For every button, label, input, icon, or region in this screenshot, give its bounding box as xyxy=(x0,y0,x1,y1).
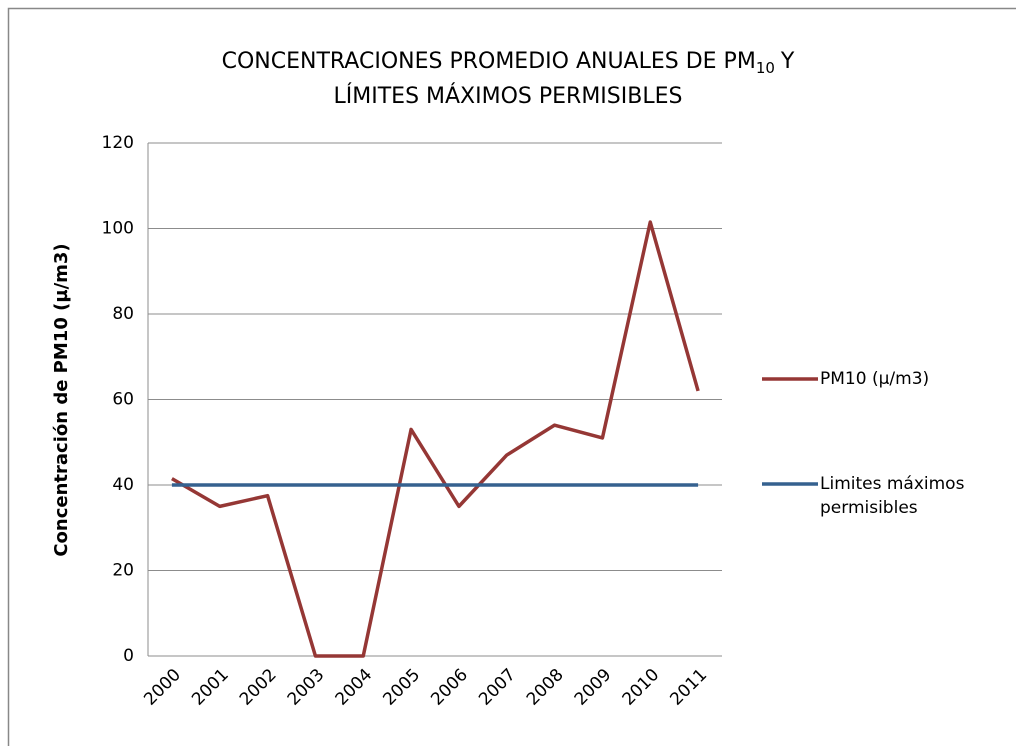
x-tick-label: 2000 xyxy=(140,665,185,710)
x-tick-label: 2006 xyxy=(427,665,472,710)
y-tick-label: 100 xyxy=(102,219,134,239)
y-tick-label: 0 xyxy=(123,646,134,666)
x-tick-label: 2007 xyxy=(475,665,520,710)
y-tick-label: 20 xyxy=(112,561,134,581)
x-tick-label: 2003 xyxy=(284,665,329,710)
x-tick-label: 2011 xyxy=(666,665,711,710)
y-tick-label: 120 xyxy=(102,133,134,153)
y-tick-label: 60 xyxy=(112,390,134,410)
y-axis-label: Concentración de PM10 (µ/m3) xyxy=(51,243,72,556)
x-tick-label: 2001 xyxy=(188,665,233,710)
chart-title: LÍMITES MÁXIMOS PERMISIBLES xyxy=(334,83,683,109)
chart-title: CONCENTRACIONES PROMEDIO ANUALES DE PM10… xyxy=(222,49,795,77)
x-tick-label: 2010 xyxy=(619,665,664,710)
series-line xyxy=(171,220,700,658)
chart-frame xyxy=(7,7,1016,746)
y-tick-label: 80 xyxy=(112,304,134,324)
x-tick-label: 2009 xyxy=(571,665,616,710)
x-tick-label: 2008 xyxy=(523,665,568,710)
legend-label: Limites máximos permisibles xyxy=(820,474,965,518)
x-tick-label: 2004 xyxy=(332,665,377,710)
legend-label: PM10 (µ/m3) xyxy=(820,369,929,389)
y-tick-label: 40 xyxy=(112,475,134,495)
x-tick-label: 2002 xyxy=(236,665,281,710)
x-tick-label: 2005 xyxy=(379,665,424,710)
